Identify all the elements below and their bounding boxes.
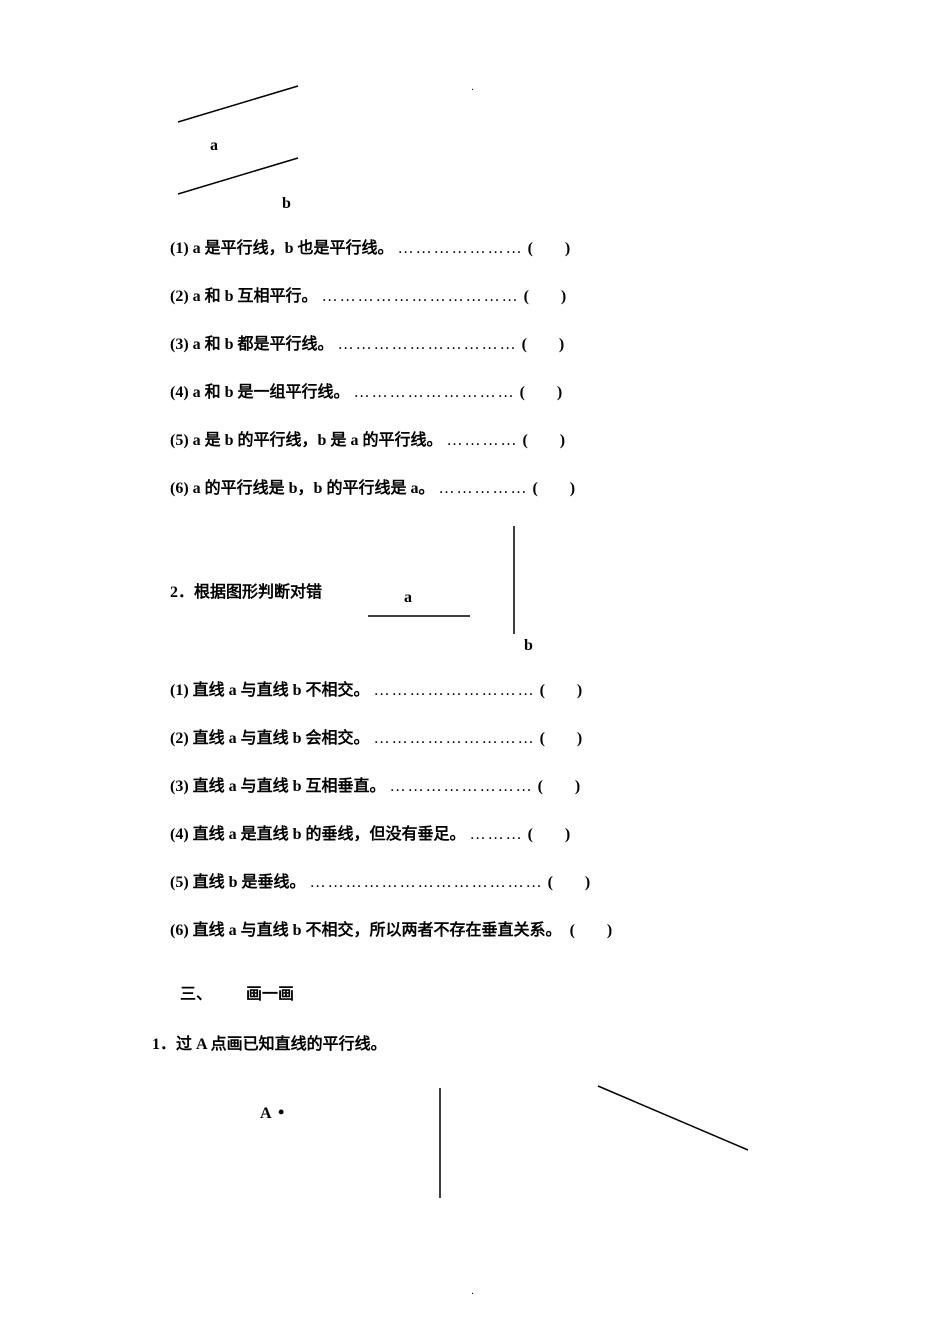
s2-num: (6) (170, 922, 189, 940)
fig3-diag (598, 1086, 748, 1150)
section3-number: 三、 (180, 980, 212, 1004)
s2-text: 直线 b 是垂线。 (193, 868, 306, 892)
answer-blank[interactable]: ( ) (570, 916, 613, 940)
figure3-vertical (430, 1082, 550, 1202)
figure1-svg: a b (170, 80, 370, 210)
s1-item: (6) a 的平行线是 b，b 的平行线是 a。……………( ) (170, 474, 875, 498)
answer-blank[interactable]: ( ) (532, 474, 575, 498)
question1-heading: 1．过 A 点画已知直线的平行线。 (152, 1030, 875, 1054)
dots: ……… (470, 826, 524, 844)
dots: ………………… (398, 240, 524, 258)
s2-num: (4) (170, 826, 189, 844)
answer-blank[interactable]: ( ) (524, 282, 567, 306)
s2-text: 直线 a 与直线 b 会相交。 (193, 724, 370, 748)
s2-num: (1) (170, 682, 189, 700)
figure-parallel-lines: a b (170, 80, 875, 210)
section2-header-row: 2．根据图形判断对错 a b (170, 522, 875, 652)
figure3-pointA: A • (170, 1082, 430, 1192)
figure3-diagonal (550, 1082, 770, 1192)
s2-item: (1) 直线 a 与直线 b 不相交。………………………( ) (170, 676, 875, 700)
dots: ………………………… (338, 336, 518, 354)
fig3-label-A: A (260, 1105, 272, 1122)
s1-item: (4) a 和 b 是一组平行线。………………………( ) (170, 378, 875, 402)
s1-item: (1) a 是平行线，b 也是平行线。…………………( ) (170, 234, 875, 258)
s2-item: (4) 直线 a 是直线 b 的垂线，但没有垂足。………( ) (170, 820, 875, 844)
section3-title: 画一画 (246, 980, 294, 1004)
dots: …………… (438, 480, 528, 498)
answer-blank[interactable]: ( ) (540, 724, 583, 748)
s2-item: (3) 直线 a 与直线 b 互相垂直。……………………( ) (170, 772, 875, 796)
fig1-label-a: a (210, 137, 218, 154)
fig1-line-b (178, 158, 298, 194)
s1-text: a 和 b 互相平行。 (193, 282, 318, 306)
section2-heading: 2．根据图形判断对错 (170, 578, 322, 602)
s2-text: 直线 a 是直线 b 的垂线，但没有垂足。 (193, 820, 466, 844)
dots: ………………………………… (310, 874, 544, 892)
dots: ………… (446, 432, 518, 450)
footer-dot: . (471, 1286, 474, 1297)
answer-blank[interactable]: ( ) (538, 772, 581, 796)
s2-text: 直线 a 与直线 b 不相交。 (193, 676, 370, 700)
s1-text: a 是平行线，b 也是平行线。 (193, 234, 394, 258)
s2-item: (6) 直线 a 与直线 b 不相交，所以两者不存在垂直关系。 ( ) (170, 916, 875, 940)
s2-text: 直线 a 与直线 b 互相垂直。 (193, 772, 386, 796)
section2-list: (1) 直线 a 与直线 b 不相交。………………………( ) (2) 直线 a… (170, 676, 875, 940)
s1-text: a 和 b 都是平行线。 (193, 330, 334, 354)
figure3-row: A • (170, 1082, 875, 1202)
s2-num: (5) (170, 874, 189, 892)
s2-text: 直线 a 与直线 b 不相交，所以两者不存在垂直关系。 (193, 916, 562, 940)
s1-num: (4) (170, 384, 189, 402)
dots: ……………………… (374, 730, 536, 748)
answer-blank[interactable]: ( ) (528, 820, 571, 844)
s1-text: a 的平行线是 b，b 的平行线是 a。 (193, 474, 435, 498)
dots: ……………………… (354, 384, 516, 402)
fig2-label-a: a (404, 589, 412, 606)
s1-num: (5) (170, 432, 189, 450)
fig2-label-b: b (524, 637, 533, 652)
answer-blank[interactable]: ( ) (540, 676, 583, 700)
s1-item: (3) a 和 b 都是平行线。…………………………( ) (170, 330, 875, 354)
figure2-svg: a b (338, 522, 578, 652)
answer-blank[interactable]: ( ) (522, 426, 565, 450)
s1-item: (5) a 是 b 的平行线，b 是 a 的平行线。…………( ) (170, 426, 875, 450)
s1-text: a 是 b 的平行线，b 是 a 的平行线。 (193, 426, 443, 450)
dots: ……………………… (374, 682, 536, 700)
answer-blank[interactable]: ( ) (522, 330, 565, 354)
fig3-dot: • (278, 1102, 284, 1122)
s2-num: (2) (170, 730, 189, 748)
section3-heading-row: 三、 画一画 (180, 980, 875, 1004)
dots: …………………………… (322, 288, 520, 306)
fig1-label-b: b (282, 195, 291, 210)
dots: …………………… (390, 778, 534, 796)
s2-item: (2) 直线 a 与直线 b 会相交。………………………( ) (170, 724, 875, 748)
s1-item: (2) a 和 b 互相平行。……………………………( ) (170, 282, 875, 306)
s1-num: (1) (170, 240, 189, 258)
answer-blank[interactable]: ( ) (528, 234, 571, 258)
s1-num: (2) (170, 288, 189, 306)
s1-text: a 和 b 是一组平行线。 (193, 378, 350, 402)
answer-blank[interactable]: ( ) (548, 868, 591, 892)
s2-item: (5) 直线 b 是垂线。…………………………………( ) (170, 868, 875, 892)
fig1-line-a (178, 86, 298, 122)
s1-num: (6) (170, 480, 189, 498)
s2-num: (3) (170, 778, 189, 796)
answer-blank[interactable]: ( ) (520, 378, 563, 402)
section1-list: (1) a 是平行线，b 也是平行线。…………………( ) (2) a 和 b … (170, 234, 875, 498)
s1-num: (3) (170, 336, 189, 354)
